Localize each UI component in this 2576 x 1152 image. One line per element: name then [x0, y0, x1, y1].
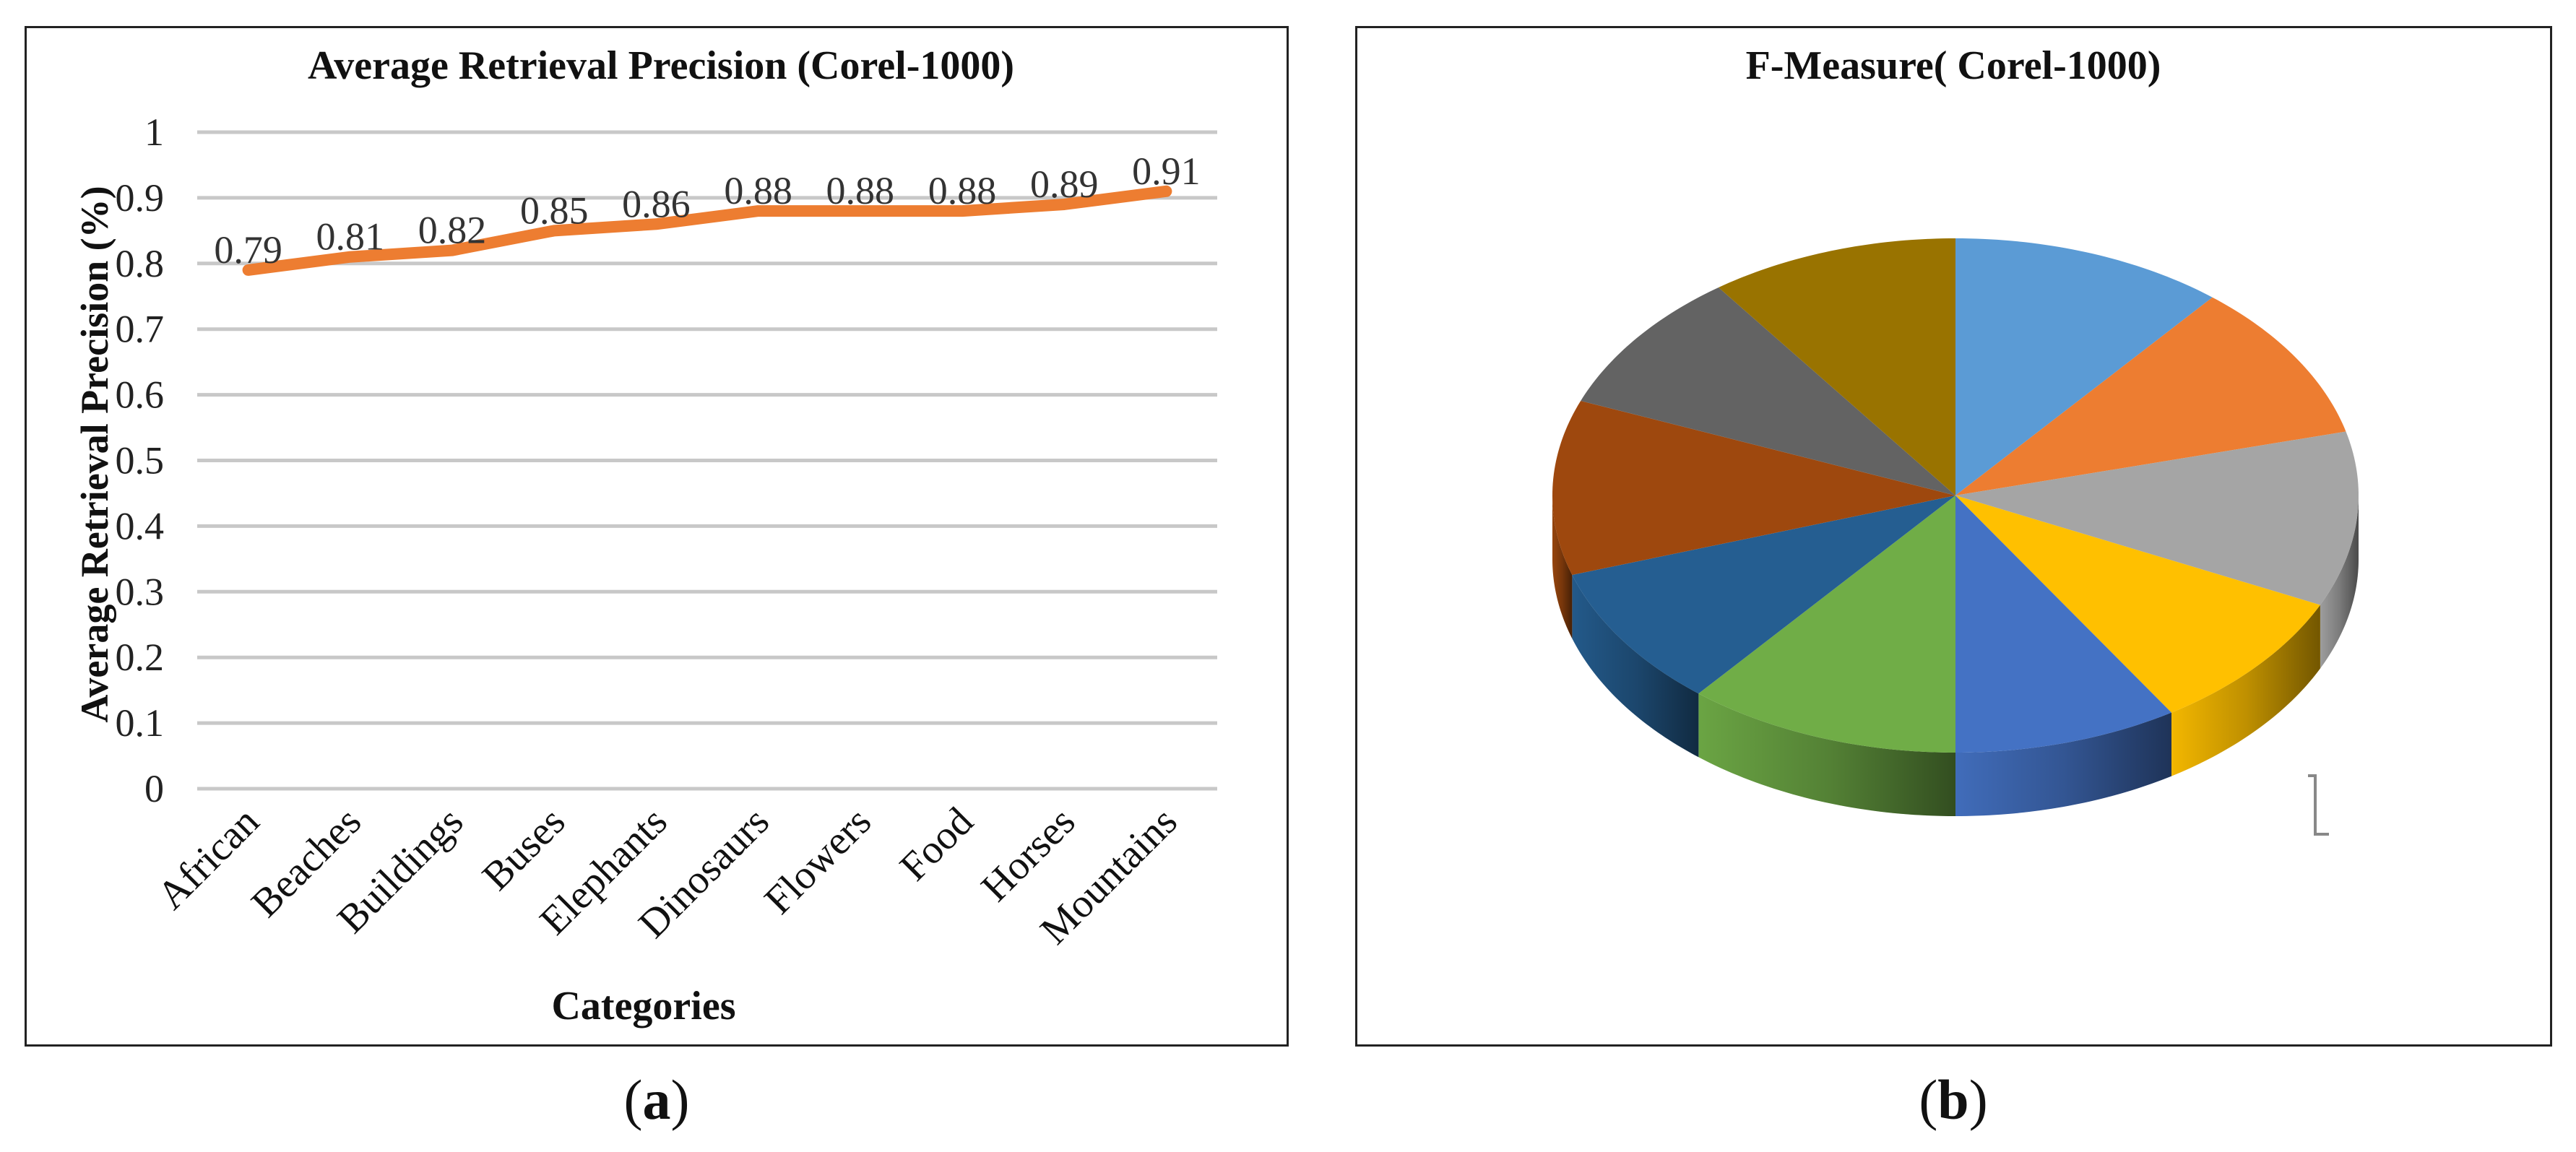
slice-buses — [1955, 495, 2320, 713]
buses-leader-line — [2308, 774, 2329, 836]
y-tick-label: 1 — [144, 111, 164, 154]
y-tick-label: 0.9 — [116, 176, 165, 220]
slice-mountains — [1719, 238, 1955, 495]
y-tick-label: 0.4 — [116, 504, 165, 547]
pie-chart: F-Measure( Corel-1000) African11%Beaches… — [686, 43, 2359, 948]
slice-dinosaurs — [1955, 495, 2171, 753]
line-chart: Average Retrieval Precision (Corel-1000)… — [73, 43, 1217, 1028]
panel-b-pie-chart: F-Measure( Corel-1000) African11%Beaches… — [686, 26, 2552, 1047]
data-label: 0.79 — [214, 228, 282, 272]
slice-horses — [1581, 287, 1955, 495]
data-label: 0.86 — [622, 182, 691, 225]
panel-a-line-chart: Average Retrieval Precision (Corel-1000)… — [25, 26, 1289, 1047]
slice-side-shade-dinosaurs — [1955, 712, 2171, 816]
slice-side-shade-buildings — [2320, 495, 2359, 669]
data-label: 0.82 — [418, 209, 487, 252]
chart-b-title: F-Measure( Corel-1000) — [1746, 43, 2161, 88]
slice-african — [1955, 238, 2213, 495]
slice-side-shade-buses — [2171, 605, 2320, 776]
slice-side-shade-flowers — [1572, 575, 1699, 758]
y-tick-label: 0.6 — [116, 373, 165, 417]
chart-a-xlabel: Categories — [551, 984, 735, 1028]
y-tick-label: 0.3 — [116, 570, 165, 613]
data-label: 0.85 — [520, 189, 589, 232]
panel-a-caption: (a) — [623, 1068, 690, 1131]
panel-b-caption: (b) — [1919, 1068, 1988, 1131]
data-label: 0.89 — [1030, 163, 1099, 206]
y-tick-label: 0.2 — [116, 636, 165, 679]
slice-food — [1552, 400, 1955, 576]
data-label: 0.81 — [316, 215, 385, 259]
y-tick-label: 0 — [144, 767, 164, 810]
chart-a-title: Average Retrieval Precision (Corel-1000) — [308, 43, 1014, 88]
slice-side-shade-food — [1552, 495, 1573, 639]
x-tick-label: Flowers — [756, 799, 880, 922]
slice-beaches — [1955, 297, 2346, 495]
slice-elephants — [1698, 495, 1955, 753]
data-label: 0.88 — [928, 169, 997, 212]
slice-side-shade-elephants — [1698, 693, 1955, 816]
y-tick-label: 0.5 — [116, 439, 165, 482]
y-tick-label: 0.7 — [116, 308, 165, 351]
slice-flowers — [1572, 495, 1955, 694]
data-label: 0.88 — [826, 169, 895, 212]
y-tick-label: 0.8 — [116, 242, 165, 285]
y-tick-label: 0.1 — [116, 701, 165, 745]
series-line — [242, 185, 1172, 276]
data-label: 0.91 — [1132, 150, 1201, 193]
chart-a-ylabel: Average Retrieval Precision (%) — [73, 186, 116, 722]
data-label: 0.88 — [724, 169, 792, 212]
slice-buildings — [1955, 431, 2359, 605]
x-tick-label: Food — [891, 799, 982, 889]
